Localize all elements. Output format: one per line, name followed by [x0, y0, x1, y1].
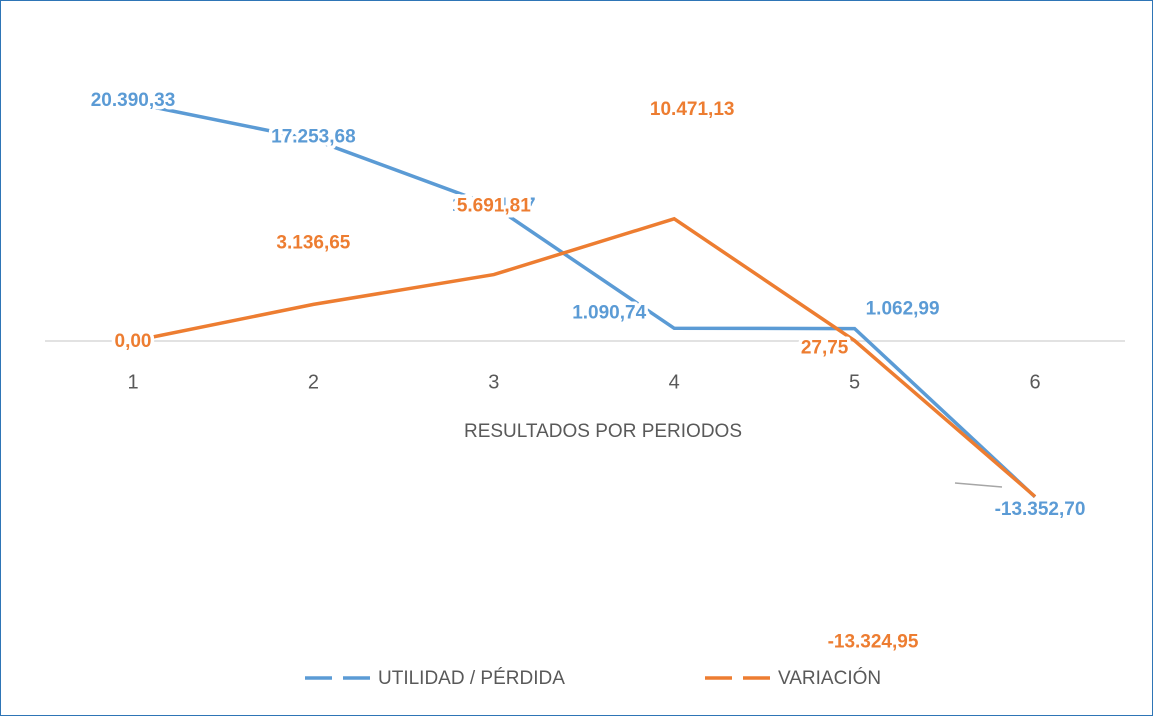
data-label: 5.691,81 — [457, 196, 531, 217]
x-tick-label: 4 — [669, 371, 680, 393]
data-label: 1.090,74 — [572, 302, 646, 323]
data-label: 1.062,99 — [866, 299, 940, 320]
data-label: -13.352,70 — [995, 499, 1086, 520]
x-tick-label: 2 — [308, 371, 319, 393]
data-label: 3.136,65 — [276, 232, 350, 253]
legend-label: VARIACIÓN — [778, 667, 881, 689]
data-label: -13.324,95 — [828, 632, 919, 653]
data-label: 10.471,13 — [650, 99, 735, 120]
data-label: 0,00 — [115, 331, 152, 352]
data-label: 27,75 — [801, 338, 849, 359]
legend-label: UTILIDAD / PÉRDIDA — [378, 668, 565, 689]
x-tick-label: 6 — [1029, 371, 1040, 393]
series-line — [132, 101, 1037, 499]
x-tick-label: 5 — [849, 371, 860, 393]
x-tick-label: 1 — [127, 371, 138, 393]
data-label: 20.390,33 — [91, 90, 176, 111]
x-axis-title: RESULTADOS POR PERIODOS — [464, 421, 742, 442]
series-line — [132, 216, 1037, 498]
x-tick-label: 3 — [488, 371, 499, 393]
data-label: 11.561,87 — [452, 195, 535, 216]
leader-line — [954, 482, 1003, 488]
data-label: 17.253,68 — [271, 127, 356, 148]
